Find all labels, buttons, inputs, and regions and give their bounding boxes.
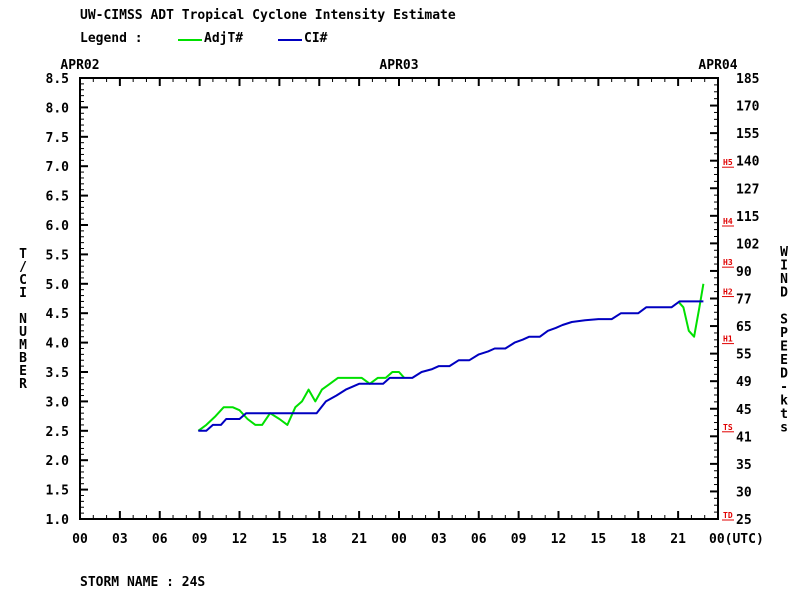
y-tick-label: 8.0	[46, 101, 70, 116]
y-tick-label: 8.5	[46, 72, 69, 87]
y-tick-label: 5.0	[46, 278, 70, 293]
x-tick-label: 12	[232, 532, 248, 547]
y-tick-label: 3.5	[46, 366, 69, 381]
y2-tick-label: 170	[736, 100, 760, 115]
legend-adjt-label: AdjT#	[204, 31, 244, 46]
x-tick-label: 18	[630, 532, 646, 547]
y2-tick-label: 65	[736, 320, 752, 335]
category-label: TD	[723, 511, 733, 520]
y-tick-label: 3.0	[46, 395, 70, 410]
chart-title: UW-CIMSS ADT Tropical Cyclone Intensity …	[80, 8, 456, 23]
storm-name: STORM NAME : 24S	[80, 575, 206, 590]
category-label: H2	[723, 288, 733, 297]
y2-tick-label: 185	[736, 72, 759, 87]
legend-ci-label: CI#	[304, 31, 328, 46]
x-tick-label: 00	[72, 532, 88, 547]
x-tick-label: 09	[511, 532, 527, 547]
date-label: APR02	[60, 58, 99, 73]
series-adjt-line	[197, 371, 406, 432]
x-tick-label: 15	[272, 532, 288, 547]
y2-tick-label: 35	[736, 458, 752, 473]
category-label: H1	[723, 335, 733, 344]
series-ci-line	[198, 300, 704, 432]
y-tick-label: 2.0	[46, 454, 70, 469]
y2-tick-label: 102	[736, 237, 759, 252]
category-label: H3	[723, 258, 733, 267]
x-tick-label: 12	[551, 532, 567, 547]
x-tick-label: 09	[192, 532, 208, 547]
y2-tick-label: 25	[736, 513, 752, 528]
y2-tick-label: 49	[736, 375, 752, 390]
x-tick-label: 06	[471, 532, 487, 547]
y-tick-label: 5.5	[46, 248, 69, 263]
category-label: H4	[723, 217, 733, 226]
date-label: APR04	[698, 58, 737, 73]
y2-tick-label: 77	[736, 293, 752, 308]
y-tick-label: 2.5	[46, 425, 69, 440]
y2-tick-label: 55	[736, 348, 752, 363]
x-tick-label: 00	[391, 532, 407, 547]
y-tick-label: 4.0	[46, 337, 70, 352]
category-label: H5	[723, 158, 733, 167]
y2-tick-label: 41	[736, 430, 752, 445]
y2-tick-label: 127	[736, 182, 759, 197]
x-tick-label: 21	[670, 532, 686, 547]
plot-frame	[79, 77, 719, 520]
y-tick-label: 6.5	[46, 190, 69, 205]
y-tick-label: 1.0	[46, 513, 70, 528]
y-tick-label: 7.0	[46, 160, 70, 175]
legend-adjt-swatch	[178, 39, 202, 41]
x-tick-label: 06	[152, 532, 168, 547]
y-tick-label: 7.5	[46, 131, 69, 146]
y-tick-label: 1.5	[46, 484, 69, 499]
x-tick-label: 03	[431, 532, 447, 547]
y2-tick-label: 155	[736, 127, 759, 142]
x-tick-label: 15	[591, 532, 607, 547]
legend-ci-swatch	[278, 39, 302, 41]
date-label: APR03	[379, 58, 418, 73]
y2-tick-label: 115	[736, 210, 759, 225]
x-tick-label: 03	[112, 532, 128, 547]
x-tick-label: 00(UTC)	[709, 532, 764, 547]
y-tick-label: 4.5	[46, 307, 69, 322]
x-tick-label: 21	[351, 532, 367, 547]
category-label: TS	[723, 423, 733, 432]
y2-tick-label: 140	[736, 155, 760, 170]
series-adjt-line	[677, 283, 705, 338]
y2-tick-label: 30	[736, 485, 752, 500]
y-tick-label: 6.0	[46, 219, 70, 234]
y2-tick-label: 45	[736, 403, 752, 418]
legend-label: Legend :	[80, 31, 143, 46]
x-tick-label: 18	[311, 532, 327, 547]
y2-tick-label: 90	[736, 265, 752, 280]
